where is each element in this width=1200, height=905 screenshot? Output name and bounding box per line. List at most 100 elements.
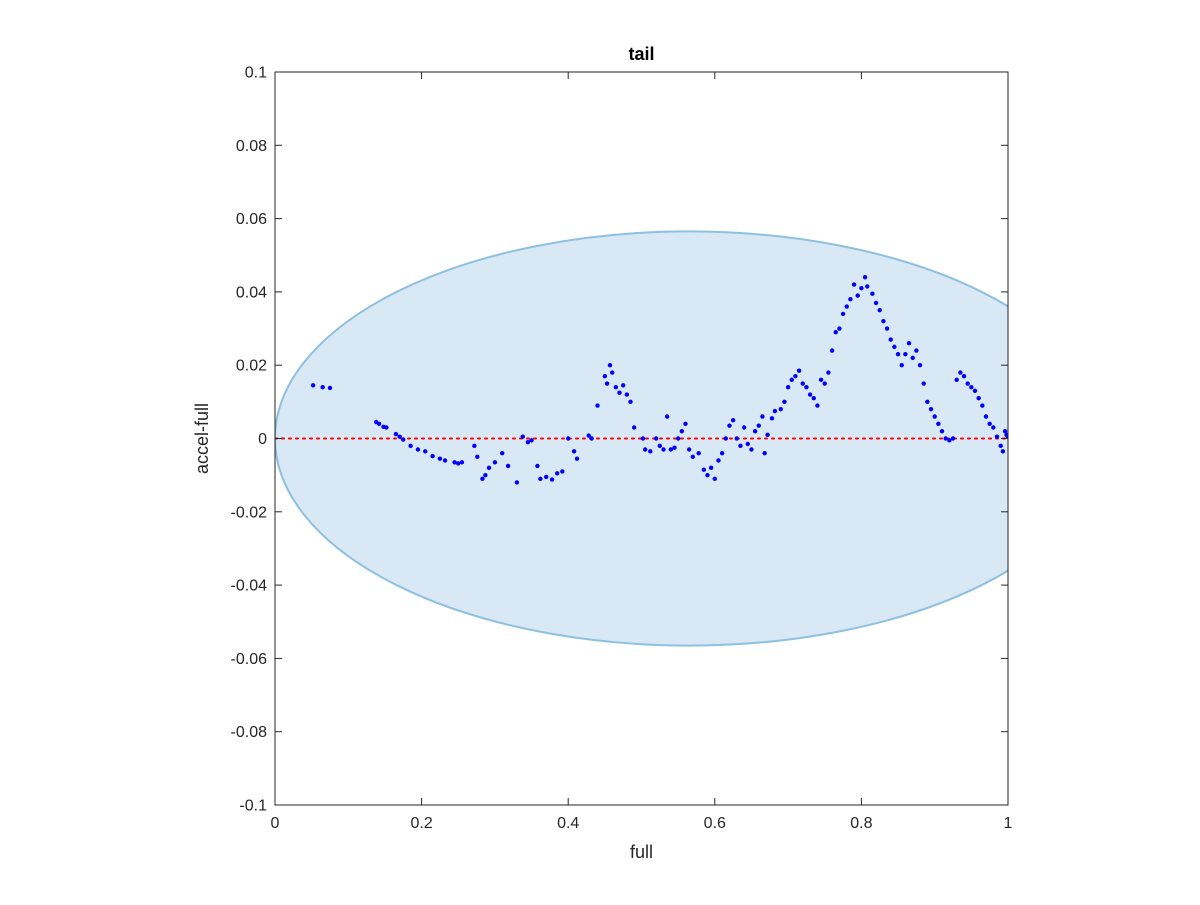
data-point: [393, 431, 399, 437]
y-tick-label: -0.04: [231, 578, 268, 595]
data-point: [500, 450, 505, 456]
data-point: [642, 447, 648, 452]
data-point: [586, 433, 591, 438]
data-point: [903, 352, 908, 357]
data-point: [415, 447, 421, 452]
data-point: [877, 308, 882, 313]
data-point: [327, 385, 333, 391]
data-point: [859, 286, 864, 291]
data-point: [384, 425, 389, 430]
data-point: [914, 348, 919, 353]
data-point: [932, 414, 937, 419]
data-point: [762, 450, 767, 456]
x-axis-label: full: [630, 842, 653, 862]
data-point: [921, 381, 926, 386]
data-point: [822, 381, 827, 386]
data-point: [727, 423, 732, 428]
data-point: [661, 447, 666, 452]
data-point: [752, 428, 758, 434]
data-point: [987, 421, 992, 427]
data-point: [888, 337, 893, 342]
data-point: [442, 458, 448, 463]
data-point: [738, 443, 743, 449]
data-point: [826, 370, 831, 375]
y-tick-label: 0.1: [245, 65, 267, 82]
data-point: [604, 381, 610, 386]
data-point: [397, 434, 402, 439]
data-point: [892, 344, 897, 350]
data-point: [525, 439, 531, 445]
data-point: [782, 399, 787, 405]
data-point: [991, 425, 996, 430]
data-point: [571, 449, 577, 454]
data-point: [980, 403, 985, 408]
data-point: [800, 381, 805, 386]
data-point: [683, 421, 688, 427]
data-point: [607, 363, 613, 368]
data-point: [793, 373, 798, 379]
data-point: [595, 403, 600, 408]
data-point: [705, 472, 710, 478]
data-point: [408, 443, 413, 449]
data-point: [855, 293, 860, 298]
data-point: [756, 423, 761, 428]
data-point: [917, 363, 923, 368]
data-point: [947, 438, 952, 443]
y-tick-label: -0.08: [231, 724, 268, 741]
data-point: [851, 282, 857, 287]
data-point: [772, 408, 778, 414]
data-point: [401, 437, 406, 442]
data-point: [972, 388, 978, 394]
data-point: [965, 381, 970, 386]
data-point: [796, 368, 802, 373]
data-point: [529, 438, 534, 443]
x-tick-label: 0.4: [557, 815, 579, 832]
data-point: [653, 436, 659, 441]
data-point: [320, 384, 325, 390]
data-point: [648, 449, 653, 454]
data-point: [961, 373, 967, 379]
data-point: [701, 467, 707, 472]
data-point: [884, 326, 890, 331]
data-point: [840, 311, 846, 317]
data-point: [472, 443, 477, 449]
data-point: [617, 390, 622, 395]
data-point: [741, 425, 747, 430]
data-point: [631, 425, 637, 430]
data-point: [696, 450, 701, 456]
data-point: [620, 383, 626, 388]
y-tick-label: 0.04: [236, 284, 267, 301]
data-point: [936, 421, 941, 427]
plot-layer: [275, 230, 1008, 647]
data-point: [459, 460, 465, 465]
data-point: [430, 453, 435, 459]
data-point: [734, 436, 739, 441]
data-point: [672, 445, 677, 450]
data-point: [555, 471, 560, 476]
data-point: [745, 441, 750, 447]
data-point: [723, 436, 728, 441]
data-point: [560, 469, 565, 474]
data-point: [505, 463, 511, 469]
data-point: [624, 392, 630, 397]
data-point: [789, 377, 794, 383]
data-point: [870, 291, 875, 296]
data-point: [657, 443, 663, 449]
data-point: [829, 348, 835, 353]
data-point: [749, 447, 754, 452]
data-point: [765, 432, 770, 438]
data-point: [815, 403, 820, 408]
data-point: [910, 355, 915, 361]
data-point: [716, 458, 721, 463]
data-point: [818, 377, 824, 383]
y-tick-label: 0.02: [236, 358, 267, 375]
data-point: [628, 399, 633, 405]
data-point: [609, 370, 615, 375]
data-point: [589, 436, 594, 441]
data-point: [535, 463, 540, 469]
data-point: [954, 377, 959, 383]
y-tick-label: -0.02: [231, 504, 268, 521]
data-point: [969, 384, 974, 390]
data-point: [452, 460, 457, 465]
